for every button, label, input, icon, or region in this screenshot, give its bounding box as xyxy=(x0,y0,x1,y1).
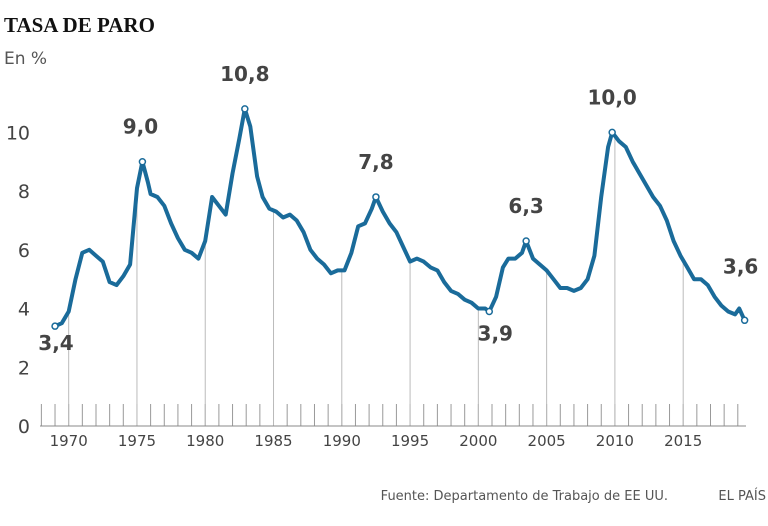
annotation-marker xyxy=(522,237,530,245)
annotation-marker xyxy=(740,316,749,325)
chart-title: TASA DE PARO xyxy=(4,13,155,37)
x-tick-label: 1995 xyxy=(391,432,429,450)
x-tick-label: 1970 xyxy=(50,432,88,450)
annotation-marker xyxy=(372,193,380,201)
annotation-label: 3,4 xyxy=(38,331,73,355)
source: Fuente: Departamento de Trabajo de EE UU… xyxy=(381,489,668,504)
brand: EL PAÍS xyxy=(718,488,766,504)
annotation-marker xyxy=(608,128,616,137)
annotation-label: 6,3 xyxy=(508,194,543,218)
x-tick-label: 2005 xyxy=(528,432,566,450)
annotation-marker xyxy=(485,307,494,316)
y-tick-label: 4 xyxy=(18,299,30,321)
chart-subtitle: En % xyxy=(4,49,47,69)
data-line xyxy=(54,106,747,329)
x-tick-label: 1980 xyxy=(186,432,224,450)
annotation-marker xyxy=(241,105,249,113)
y-tick-label: 10 xyxy=(6,122,30,144)
y-tick-label: 6 xyxy=(18,240,30,262)
annotation-marker xyxy=(138,157,147,166)
annotation-label: 10,0 xyxy=(587,85,636,109)
annotation-label: 3,9 xyxy=(478,321,513,345)
x-tick-label: 2010 xyxy=(596,432,634,450)
x-tick-label: 2015 xyxy=(664,432,702,450)
y-tick-label: 0 xyxy=(18,416,30,438)
x-tick-label: 1985 xyxy=(254,432,292,450)
annotation-marker xyxy=(51,322,59,330)
annotation-label: 9,0 xyxy=(123,115,158,139)
y-tick-label: 2 xyxy=(18,357,30,379)
annotation-label: 7,8 xyxy=(358,150,393,174)
x-tick-label: 2000 xyxy=(459,432,497,450)
annotation-label: 10,8 xyxy=(220,62,269,86)
y-tick-label: 8 xyxy=(18,181,30,203)
annotation-label: 3,6 xyxy=(723,254,758,278)
x-tick-label: 1975 xyxy=(118,432,156,450)
x-tick-label: 1990 xyxy=(323,432,361,450)
